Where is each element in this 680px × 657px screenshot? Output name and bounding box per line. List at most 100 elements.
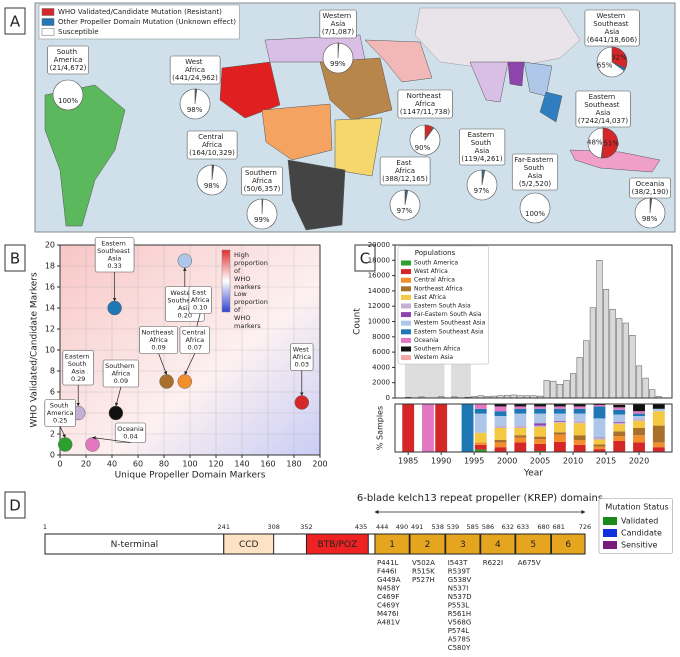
region-counts: (21/4,672): [50, 64, 87, 72]
pie-slice: [246, 198, 278, 230]
stacked-bar-segment: [633, 413, 645, 416]
mutation-label: F446I: [377, 568, 396, 576]
x-tick-label: 160: [260, 460, 275, 469]
text-line: Africa: [186, 336, 205, 344]
text-line: Southeast: [584, 101, 622, 109]
label-pointer: [115, 386, 122, 407]
diagram-title: 6-blade kelch13 repeat propeller (KREP) …: [357, 493, 603, 504]
mutation-label: P441L: [377, 559, 399, 567]
text-line: South: [524, 164, 547, 172]
label-box: [584, 9, 640, 47]
colorbar-label: High proportion of WHO markers: [234, 251, 270, 291]
label-box: [397, 89, 453, 119]
region-counts: (119/4,261): [461, 155, 502, 163]
mutation-label: P574L: [448, 627, 470, 635]
legend-swatch: [401, 277, 411, 283]
region-counts: (50/6,357): [244, 185, 281, 193]
legend-label: Western Southeast Asia: [414, 320, 486, 327]
y-tick-label: 14000: [368, 287, 390, 295]
stacked-bar-segment: [514, 413, 527, 426]
x-tick-label: 200: [312, 460, 327, 469]
region-counts: (7/1,087): [322, 28, 355, 36]
legend-label: East Africa: [414, 294, 446, 301]
x-tick-label: 2000: [497, 457, 517, 466]
stacked-bar-segment: [593, 444, 606, 447]
text-line: proportion: [234, 259, 270, 267]
domain-label: 4: [495, 540, 501, 550]
colorbar-label: Low proportion of WHO markers: [234, 290, 270, 330]
mutation-label: V502A: [412, 559, 435, 567]
text-line: Low: [234, 290, 249, 298]
stacked-bar-segment: [553, 421, 566, 423]
region-label: Eastern South Asia(119/4,261): [459, 128, 506, 166]
y-axis-label: WHO Validated/Candidate Markers: [30, 272, 40, 428]
bar: [596, 260, 603, 399]
position-label: 538: [432, 523, 444, 531]
stacked-bar-segment: [494, 416, 507, 426]
region-name: Southern Africa: [245, 169, 279, 185]
point-name: South America: [47, 402, 74, 418]
pie-slice: [466, 169, 498, 201]
bar: [642, 377, 649, 399]
domain-label: 3: [460, 540, 466, 550]
stacked-bar-segment: [573, 444, 586, 452]
bar: [583, 340, 590, 399]
panel-label: B: [10, 250, 20, 268]
stacked-bar-segment: [553, 413, 566, 421]
stacked-bar-segment: [652, 411, 665, 426]
legend-label: Southern Africa: [414, 346, 461, 353]
y-tick-label: 16: [45, 283, 55, 292]
text-line: Africa: [185, 66, 205, 74]
mutation-label: N537I: [448, 585, 469, 593]
mutation-label: P553L: [448, 602, 470, 610]
stacked-bar-segment: [633, 404, 645, 412]
region-counts: (1147/11,738): [400, 108, 450, 116]
legend-label: Central Africa: [414, 277, 455, 284]
bar: [649, 389, 656, 399]
label-box: [575, 90, 631, 128]
stacked-bar-segment: [494, 447, 507, 452]
text-line: Northeast: [142, 329, 176, 337]
region-name: Central Africa: [198, 133, 226, 149]
legend-title: Mutation Status: [605, 503, 668, 512]
legend: Mutation Status Validated Candidate Sensiti…: [598, 498, 673, 554]
label-box: [598, 498, 673, 554]
stacked-bar-segment: [573, 420, 586, 424]
region-label: South America(21/4,672): [47, 45, 89, 75]
text-line: Africa: [202, 141, 222, 149]
region-name: Western Asia: [323, 12, 354, 28]
scatter-point: [107, 300, 122, 316]
pie-value-label: 51%: [603, 139, 619, 147]
stacked-bar-segment: [633, 416, 645, 419]
text-line: proportion: [234, 298, 270, 306]
region-south-america: [44, 84, 126, 227]
stacked-bar-segment: [514, 425, 527, 428]
legend-swatch: [41, 18, 55, 26]
text-line: Southern: [245, 169, 279, 177]
bar: [570, 373, 577, 399]
pie-value-label: 98%: [204, 182, 220, 190]
x-tick-label: 140: [234, 460, 249, 469]
position-label: 680: [537, 523, 549, 531]
y-tick-label: 12: [45, 325, 55, 334]
pie-value-label: 99%: [330, 60, 346, 68]
label-box: [188, 286, 212, 314]
text-line: Western: [170, 289, 199, 297]
legend-swatch: [603, 541, 617, 549]
text-line: Western: [323, 12, 354, 20]
label-box: [379, 156, 431, 186]
region-eastern-southeast-asia: [539, 91, 563, 123]
stacked-bar-segment: [613, 440, 626, 452]
mutation-label: P527H: [412, 576, 435, 584]
stacked-bar-segment: [514, 406, 527, 409]
pie-slice: [587, 127, 604, 159]
stacked-bar-segment: [652, 404, 665, 409]
text-line: Southern: [105, 362, 137, 370]
stacked-bar-segment: [573, 406, 586, 409]
scatter-point: [177, 374, 193, 389]
mutation-label: C469Y: [377, 602, 400, 610]
legend-label: Sensitive: [621, 541, 658, 550]
